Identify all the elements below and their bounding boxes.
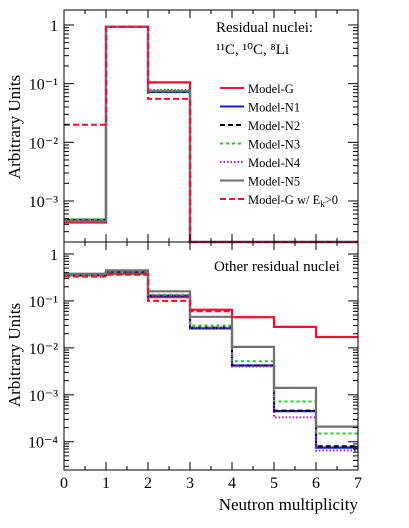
x-tick-label-4: 4 bbox=[228, 475, 236, 492]
x-tick-label-6: 6 bbox=[312, 475, 320, 492]
top-y-tick-label-0: 1 bbox=[50, 18, 58, 35]
bottom-series-line-6 bbox=[64, 269, 358, 428]
bottom-panel-frame bbox=[63, 241, 359, 471]
bottom-y-tick-label-1: 10⁻¹ bbox=[29, 294, 58, 311]
x-tick-label-3: 3 bbox=[186, 475, 194, 492]
legend-label-6: Model-N5 bbox=[248, 175, 300, 189]
bottom-series-line-4 bbox=[64, 270, 358, 435]
top-panel-series bbox=[64, 25, 358, 244]
top-series-line-4 bbox=[64, 25, 358, 243]
top-series-line-7 bbox=[64, 25, 358, 243]
top-panel-frame bbox=[63, 9, 359, 243]
top-y-tick-label-1: 10⁻¹ bbox=[29, 77, 58, 94]
bottom-series-line-5 bbox=[64, 270, 358, 452]
top-panel-annotation-line2: ¹¹C, ¹⁰C, ⁸Li bbox=[216, 42, 289, 58]
top-series-line-1 bbox=[64, 25, 358, 244]
bottom-y-tick-label-3: 10⁻³ bbox=[29, 388, 58, 405]
legend: Model-G Model-N1 Model-N2 Model-N3 Model-N4 M… bbox=[220, 82, 338, 209]
x-axis-label: Neutron multiplicity bbox=[219, 495, 359, 514]
top-panel-axes: 1 10⁻¹ 10⁻² 10⁻³ bbox=[29, 9, 359, 243]
bottom-panel-annotation: Other residual nuclei bbox=[214, 259, 340, 275]
bottom-y-tick-label-2: 10⁻² bbox=[29, 341, 58, 358]
x-tick-label-0: 0 bbox=[60, 475, 68, 492]
top-panel-ylabel: Arbitrary Units bbox=[5, 75, 24, 179]
bottom-panel: 1 10⁻¹ 10⁻² 10⁻³ 10⁻⁴ 0 1 2 3 4 5 6 7 Arbitrary Unit… bbox=[5, 241, 362, 514]
bottom-panel-axes: 1 10⁻¹ 10⁻² 10⁻³ 10⁻⁴ 0 1 2 3 4 5 6 7 bbox=[28, 241, 362, 492]
legend-label-3: Model-N2 bbox=[248, 119, 300, 133]
legend-label-2: Model-N1 bbox=[248, 101, 300, 115]
bottom-series-line-2 bbox=[64, 270, 358, 449]
top-y-tick-label-3: 10⁻³ bbox=[29, 194, 58, 211]
top-y-tick-label-2: 10⁻² bbox=[29, 135, 58, 152]
top-panel-annotation-line1: Residual nuclei: bbox=[216, 20, 313, 36]
top-panel: 1 10⁻¹ 10⁻² 10⁻³ Arbitrary Units Residual n… bbox=[5, 9, 359, 244]
bottom-y-tick-label-0: 1 bbox=[50, 247, 58, 264]
bottom-series-line-7 bbox=[64, 273, 358, 338]
x-tick-label-2: 2 bbox=[144, 475, 152, 492]
legend-label-4: Model-N3 bbox=[248, 138, 300, 152]
bottom-series-line-3 bbox=[64, 270, 358, 448]
legend-label-7: Model-G w/ Ek>0 bbox=[248, 193, 338, 209]
bottom-panel-ylabel: Arbitrary Units bbox=[5, 303, 24, 407]
top-series-line-2 bbox=[64, 25, 358, 244]
bottom-panel-series bbox=[64, 269, 358, 452]
top-series-line-5 bbox=[64, 25, 358, 243]
bottom-y-tick-label-4: 10⁻⁴ bbox=[28, 435, 58, 452]
legend-label-1: Model-G bbox=[248, 82, 294, 96]
legend-label-5: Model-N4 bbox=[248, 156, 301, 170]
top-series-line-6 bbox=[64, 25, 358, 244]
x-tick-label-7: 7 bbox=[354, 475, 362, 492]
top-series-line-3 bbox=[64, 25, 358, 243]
x-tick-label-5: 5 bbox=[270, 475, 278, 492]
x-tick-label-1: 1 bbox=[102, 475, 110, 492]
